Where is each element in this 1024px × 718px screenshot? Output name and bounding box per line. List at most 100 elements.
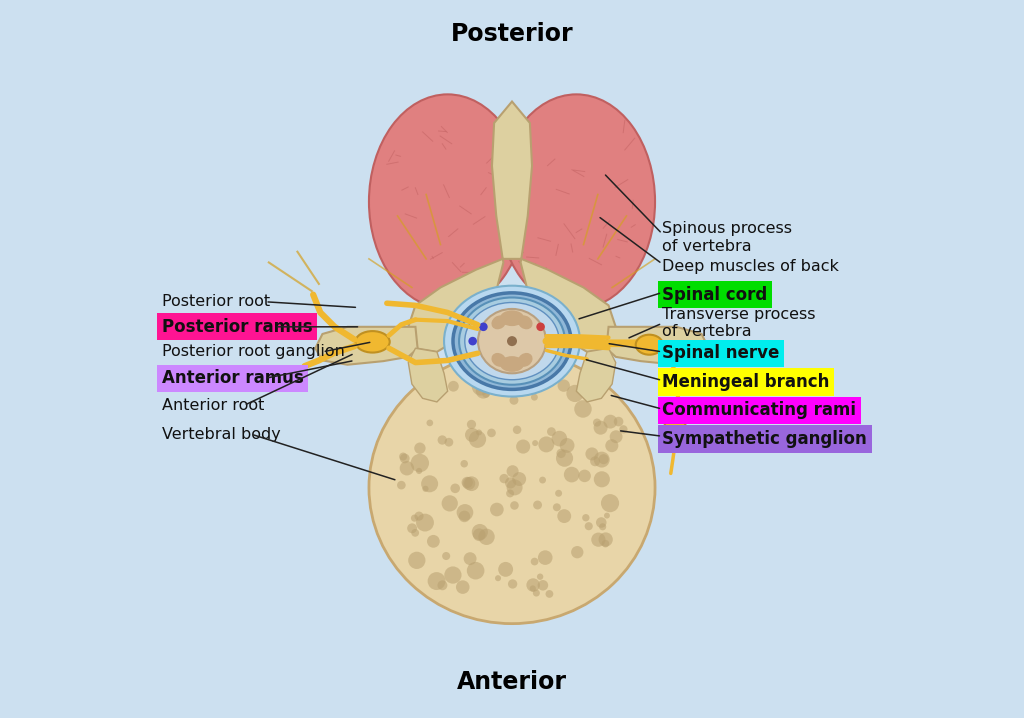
Circle shape <box>526 578 540 592</box>
Circle shape <box>423 485 429 492</box>
Circle shape <box>462 477 473 488</box>
Circle shape <box>500 474 509 483</box>
Circle shape <box>557 509 571 523</box>
Circle shape <box>399 461 414 475</box>
Text: Anterior root: Anterior root <box>162 398 264 413</box>
Circle shape <box>468 337 477 345</box>
Circle shape <box>444 438 454 447</box>
Circle shape <box>482 391 489 398</box>
Ellipse shape <box>498 94 655 309</box>
Circle shape <box>556 449 566 458</box>
Polygon shape <box>409 348 447 402</box>
Text: Sympathetic ganglion: Sympathetic ganglion <box>663 430 867 448</box>
Circle shape <box>421 475 438 493</box>
Circle shape <box>579 470 591 482</box>
Circle shape <box>594 421 607 434</box>
Circle shape <box>490 503 504 516</box>
Circle shape <box>399 452 408 460</box>
Text: Communicating rami: Communicating rami <box>663 401 856 419</box>
Circle shape <box>415 511 424 521</box>
Ellipse shape <box>355 331 390 353</box>
Circle shape <box>442 552 451 560</box>
Text: Spinal cord: Spinal cord <box>663 286 767 304</box>
Circle shape <box>464 552 476 565</box>
Circle shape <box>586 447 598 460</box>
Text: Posterior root ganglion: Posterior root ganglion <box>162 345 344 359</box>
Circle shape <box>599 532 612 546</box>
Circle shape <box>593 419 601 426</box>
Circle shape <box>461 460 468 467</box>
Circle shape <box>603 415 617 429</box>
Polygon shape <box>577 348 615 402</box>
Circle shape <box>613 416 624 426</box>
Circle shape <box>507 480 522 495</box>
Text: Transverse process
of vertebra: Transverse process of vertebra <box>663 307 816 340</box>
Circle shape <box>539 477 546 483</box>
Circle shape <box>513 426 521 434</box>
Circle shape <box>531 393 538 401</box>
Circle shape <box>510 396 518 405</box>
Circle shape <box>555 490 562 497</box>
Circle shape <box>451 483 460 493</box>
Text: Posterior: Posterior <box>451 22 573 45</box>
Ellipse shape <box>636 335 663 355</box>
Circle shape <box>478 528 495 545</box>
Circle shape <box>537 322 545 331</box>
Circle shape <box>538 550 553 565</box>
Circle shape <box>596 517 606 528</box>
Ellipse shape <box>369 352 655 624</box>
Circle shape <box>473 528 485 541</box>
Circle shape <box>409 551 425 569</box>
Circle shape <box>530 558 539 565</box>
Circle shape <box>472 524 487 540</box>
Circle shape <box>464 476 479 491</box>
Circle shape <box>537 574 544 580</box>
Circle shape <box>476 383 490 398</box>
Circle shape <box>560 438 574 453</box>
Circle shape <box>574 400 592 418</box>
Circle shape <box>411 454 429 472</box>
Circle shape <box>456 580 470 594</box>
Ellipse shape <box>518 353 532 367</box>
Circle shape <box>591 533 605 547</box>
Ellipse shape <box>369 94 526 309</box>
Circle shape <box>590 457 600 466</box>
Circle shape <box>605 439 618 452</box>
Circle shape <box>506 490 514 498</box>
Circle shape <box>604 513 610 518</box>
Circle shape <box>602 540 609 547</box>
Circle shape <box>465 428 479 442</box>
Circle shape <box>571 546 584 559</box>
Polygon shape <box>315 327 418 365</box>
Circle shape <box>428 572 445 590</box>
Ellipse shape <box>459 297 565 385</box>
Circle shape <box>585 522 593 531</box>
Circle shape <box>469 431 486 448</box>
Ellipse shape <box>492 353 506 367</box>
Circle shape <box>583 514 590 521</box>
Circle shape <box>495 575 501 581</box>
Circle shape <box>412 529 419 537</box>
Circle shape <box>457 504 473 521</box>
Circle shape <box>599 454 608 465</box>
Text: Anterior ramus: Anterior ramus <box>162 369 303 387</box>
Circle shape <box>400 454 410 463</box>
Polygon shape <box>409 259 504 352</box>
Ellipse shape <box>444 286 580 396</box>
Circle shape <box>516 439 530 454</box>
Circle shape <box>534 500 542 510</box>
Circle shape <box>449 381 459 391</box>
Circle shape <box>532 589 540 597</box>
Circle shape <box>415 442 426 454</box>
Circle shape <box>512 472 526 486</box>
Circle shape <box>397 481 406 490</box>
Circle shape <box>479 322 487 331</box>
Circle shape <box>538 580 548 591</box>
Text: Anterior: Anterior <box>457 671 567 694</box>
Text: Deep muscles of back: Deep muscles of back <box>663 258 839 274</box>
Polygon shape <box>606 327 709 365</box>
Polygon shape <box>492 101 532 259</box>
Circle shape <box>546 590 553 598</box>
Circle shape <box>476 429 482 435</box>
Ellipse shape <box>453 293 571 389</box>
